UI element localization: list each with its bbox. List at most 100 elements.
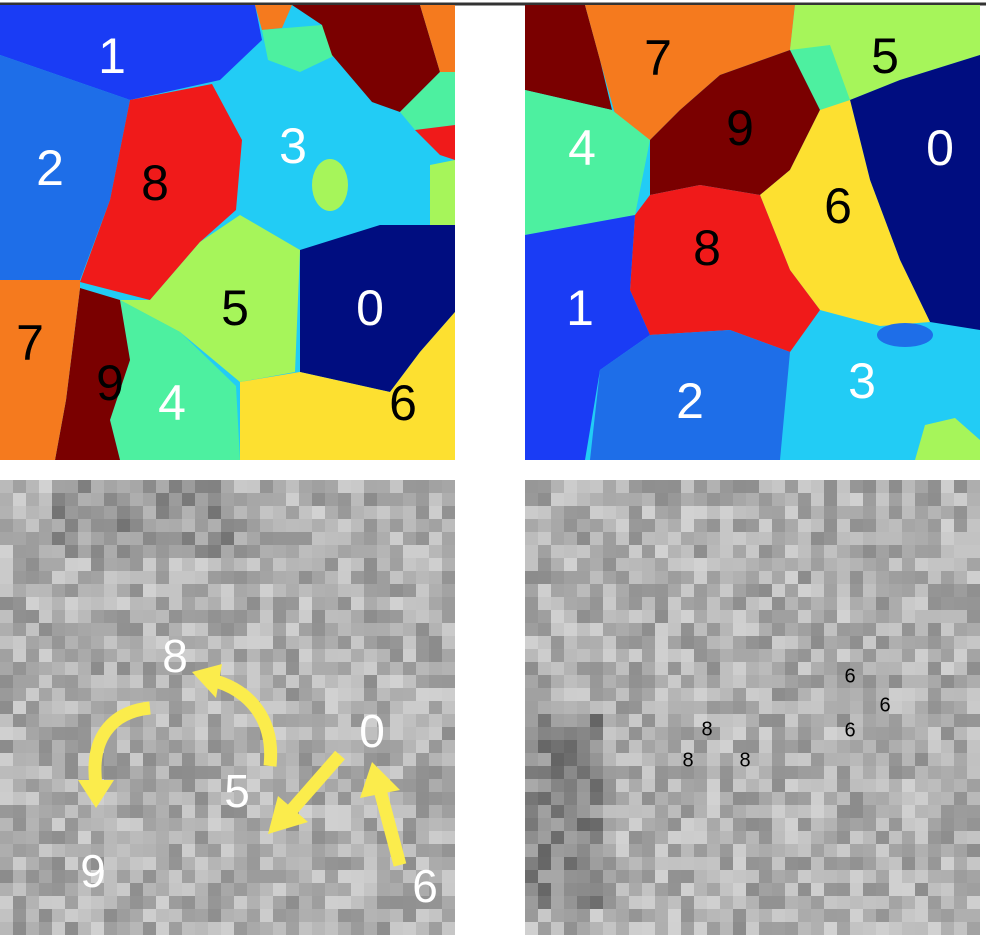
noise-pixel bbox=[928, 584, 941, 597]
noise-pixel bbox=[915, 766, 928, 779]
noise-pixel bbox=[551, 636, 564, 649]
noise-pixel bbox=[0, 753, 13, 766]
noise-pixel bbox=[616, 584, 629, 597]
noise-pixel bbox=[182, 688, 195, 701]
noise-pixel bbox=[733, 857, 746, 870]
noise-pixel bbox=[785, 740, 798, 753]
noise-pixel bbox=[78, 818, 91, 831]
noise-pixel bbox=[850, 688, 863, 701]
noise-pixel bbox=[902, 922, 915, 935]
noise-pixel bbox=[169, 610, 182, 623]
noise-pixel bbox=[0, 571, 13, 584]
noise-pixel bbox=[720, 532, 733, 545]
noise-pixel bbox=[707, 883, 720, 896]
noise-pixel bbox=[772, 753, 785, 766]
noise-pixel bbox=[234, 597, 247, 610]
noise-pixel bbox=[182, 922, 195, 935]
noise-pixel bbox=[889, 779, 902, 792]
noise-pixel bbox=[390, 610, 403, 623]
noise-pixel bbox=[785, 922, 798, 935]
region bbox=[525, 5, 612, 110]
noise-pixel bbox=[642, 727, 655, 740]
noise-pixel bbox=[286, 571, 299, 584]
noise-pixel bbox=[221, 896, 234, 909]
noise-pixel bbox=[681, 597, 694, 610]
region bbox=[850, 55, 980, 330]
noise-pixel bbox=[273, 727, 286, 740]
noise-pixel bbox=[130, 636, 143, 649]
noise-pixel bbox=[26, 636, 39, 649]
noise-pixel bbox=[915, 649, 928, 662]
noise-pixel bbox=[338, 779, 351, 792]
noise-pixel bbox=[299, 883, 312, 896]
noise-pixel bbox=[837, 909, 850, 922]
noise-pixel bbox=[390, 623, 403, 636]
noise-pixel bbox=[429, 753, 442, 766]
noise-pixel bbox=[577, 753, 590, 766]
noise-pixel bbox=[785, 831, 798, 844]
noise-pixel bbox=[876, 727, 889, 740]
noise-pixel bbox=[668, 480, 681, 493]
noise-pixel bbox=[325, 636, 338, 649]
noise-pixel bbox=[551, 857, 564, 870]
noise-pixel bbox=[590, 805, 603, 818]
noise-pixel bbox=[78, 493, 91, 506]
noise-pixel bbox=[733, 740, 746, 753]
noise-pixel bbox=[429, 506, 442, 519]
noise-pixel bbox=[785, 519, 798, 532]
noise-pixel bbox=[13, 753, 26, 766]
noise-pixel bbox=[824, 662, 837, 675]
noise-pixel bbox=[104, 883, 117, 896]
noise-pixel bbox=[221, 779, 234, 792]
noise-pixel bbox=[707, 506, 720, 519]
arrow bbox=[373, 788, 407, 867]
noise-pixel bbox=[299, 844, 312, 857]
noise-pixel bbox=[603, 740, 616, 753]
region bbox=[585, 5, 795, 140]
noise-pixel bbox=[876, 805, 889, 818]
noise-pixel bbox=[286, 701, 299, 714]
region-label: 6 bbox=[844, 719, 855, 741]
noise-pixel bbox=[208, 584, 221, 597]
noise-pixel bbox=[312, 740, 325, 753]
noise-pixel bbox=[902, 896, 915, 909]
noise-pixel bbox=[746, 675, 759, 688]
noise-pixel bbox=[143, 922, 156, 935]
noise-pixel bbox=[195, 883, 208, 896]
noise-pixel bbox=[811, 584, 824, 597]
noise-pixel bbox=[824, 519, 837, 532]
noise-pixel bbox=[221, 506, 234, 519]
noise-pixel bbox=[260, 610, 273, 623]
noise-pixel bbox=[811, 857, 824, 870]
noise-pixel bbox=[655, 753, 668, 766]
noise-pixel bbox=[299, 506, 312, 519]
noise-pixel bbox=[52, 740, 65, 753]
noise-pixel bbox=[824, 727, 837, 740]
noise-pixel bbox=[798, 896, 811, 909]
noise-pixel bbox=[668, 688, 681, 701]
noise-pixel bbox=[403, 571, 416, 584]
noise-pixel bbox=[837, 844, 850, 857]
noise-pixel bbox=[694, 636, 707, 649]
noise-pixel bbox=[642, 818, 655, 831]
noise-pixel bbox=[720, 675, 733, 688]
noise-pixel bbox=[338, 623, 351, 636]
noise-pixel bbox=[616, 818, 629, 831]
noise-pixel bbox=[377, 584, 390, 597]
noise-pixel bbox=[746, 831, 759, 844]
noise-pixel bbox=[78, 662, 91, 675]
noise-pixel bbox=[416, 805, 429, 818]
noise-pixel bbox=[156, 519, 169, 532]
noise-pixel bbox=[785, 584, 798, 597]
noise-pixel bbox=[928, 922, 941, 935]
noise-pixel bbox=[668, 844, 681, 857]
noise-pixel bbox=[928, 545, 941, 558]
noise-pixel bbox=[156, 701, 169, 714]
noise-pixel bbox=[941, 805, 954, 818]
noise-pixel bbox=[39, 675, 52, 688]
noise-pixel bbox=[759, 649, 772, 662]
region bbox=[55, 288, 130, 460]
region-label: 9 bbox=[80, 845, 106, 897]
noise-pixel bbox=[694, 805, 707, 818]
noise-pixel bbox=[247, 675, 260, 688]
